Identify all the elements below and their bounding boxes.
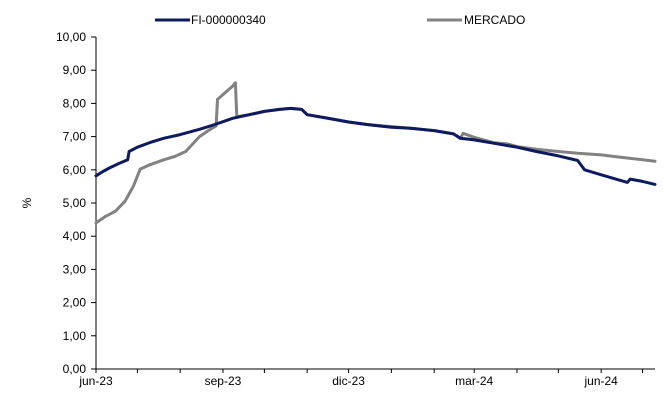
series-line-mercado <box>94 81 657 225</box>
y-tick-label: 8,00 <box>63 96 87 110</box>
y-tick-label: 0,00 <box>63 362 87 376</box>
x-tick-label: jun-23 <box>78 374 113 388</box>
x-axis: jun-23 sep-23 dic-23 mar-24 jun-24 <box>78 368 655 388</box>
y-axis: 0,00 1,00 2,00 3,00 4,00 5,00 6,00 7,00 8,00 9,00… <box>56 30 97 376</box>
y-tick-label: 4,00 <box>63 229 87 243</box>
x-tick-label: dic-23 <box>332 374 365 388</box>
legend-label-series-1: FI-000000340 <box>191 13 266 27</box>
x-tick-label: mar-24 <box>455 374 493 388</box>
series-layer <box>94 81 657 225</box>
y-tick-label: 5,00 <box>63 196 87 210</box>
legend: FI-000000340 MERCADO <box>155 13 525 27</box>
y-tick-label: 10,00 <box>56 30 86 44</box>
y-tick-label: 7,00 <box>63 130 87 144</box>
y-tick-label: 9,00 <box>63 63 87 77</box>
x-tick-label: sep-23 <box>205 374 242 388</box>
y-tick-label: 2,00 <box>63 296 87 310</box>
y-tick-label: 3,00 <box>63 262 87 276</box>
y-tick-label: 6,00 <box>63 163 87 177</box>
series-line-fi-000000340 <box>94 106 657 186</box>
x-tick-label: jun-24 <box>583 374 618 388</box>
legend-label-series-2: MERCADO <box>464 13 525 27</box>
y-tick-label: 1,00 <box>63 329 87 343</box>
y-axis-title: % <box>20 197 34 208</box>
